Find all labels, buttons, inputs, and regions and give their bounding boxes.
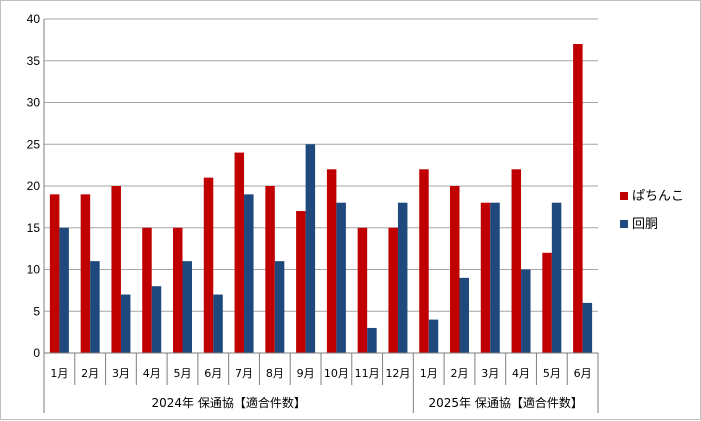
- y-tick-label: 40: [27, 12, 41, 26]
- bar-pachinko: [542, 252, 552, 353]
- bar-kaido: [59, 227, 69, 353]
- bar-kaido: [120, 294, 131, 353]
- bar-kaido: [490, 202, 500, 353]
- bar-kaido: [213, 294, 223, 353]
- x-category-label: 8月: [266, 367, 284, 380]
- bar-pachinko: [573, 44, 583, 354]
- bar-kaido: [244, 194, 254, 353]
- x-category-label: 1月: [420, 367, 438, 380]
- x-category-label: 5月: [543, 367, 561, 380]
- x-category-label: 2月: [451, 367, 469, 380]
- x-category-label: 9月: [297, 367, 315, 380]
- bar-kaido: [428, 319, 439, 353]
- x-category-label: 5月: [174, 367, 192, 380]
- y-tick-label: 15: [27, 221, 41, 235]
- y-tick-label: 30: [27, 96, 41, 110]
- x-category-label: 3月: [112, 367, 130, 380]
- bar-pachinko: [80, 194, 91, 353]
- legend-swatch: [620, 220, 628, 228]
- bar-pachinko: [49, 194, 60, 353]
- bar-pachinko: [357, 227, 368, 353]
- x-group-label: 2024年 保通協【適合件数】: [151, 395, 305, 410]
- x-category-label: 10月: [324, 367, 349, 380]
- y-tick-label: 35: [27, 54, 41, 68]
- bar-pachinko: [296, 211, 306, 353]
- y-axis-ticks: 0 5 10 15 20 25 30 35 40: [27, 12, 41, 360]
- x-category-label: 12月: [385, 367, 410, 380]
- bar-kaido: [151, 286, 162, 353]
- bar-pachinko: [419, 169, 429, 353]
- gridlines: [43, 18, 598, 354]
- legend-swatch: [620, 192, 628, 200]
- bar-kaido: [182, 261, 192, 353]
- bar-kaido: [274, 261, 285, 353]
- x-category-label: 3月: [481, 367, 499, 380]
- bar-pachinko: [234, 152, 245, 353]
- x-category-label: 11月: [355, 367, 380, 380]
- legend-label: ぱちんこ: [632, 189, 684, 204]
- x-category-label: 7月: [235, 367, 253, 380]
- bar-pachinko: [203, 177, 214, 353]
- bar-pachinko: [265, 186, 275, 353]
- bars: [49, 44, 593, 354]
- legend-label: 回胴: [632, 217, 658, 232]
- x-category-label: 6月: [204, 367, 222, 380]
- x-axis: 1月 2月 3月 4月 5月 6月 7月 8月 9月 10月 11月 12月 1月 2月 3月 4月 5月 6月 2…: [43, 352, 599, 413]
- bar-pachinko: [142, 227, 152, 353]
- bar-kaido: [336, 202, 346, 353]
- bar-pachinko: [511, 169, 522, 353]
- bar-kaido: [305, 144, 316, 353]
- bar-kaido: [397, 202, 408, 353]
- bar-pachinko: [388, 227, 398, 353]
- bar-pachinko: [450, 186, 460, 353]
- y-tick-label: 0: [33, 346, 40, 360]
- x-category-label: 6月: [574, 367, 592, 380]
- bar-pachinko: [111, 186, 121, 353]
- bar-kaido: [90, 261, 100, 353]
- y-tick-label: 10: [27, 263, 41, 277]
- y-tick-label: 25: [27, 137, 41, 151]
- x-category-label: 4月: [143, 367, 161, 380]
- bar-pachinko: [173, 227, 183, 353]
- bar-kaido: [459, 277, 469, 353]
- bar-kaido: [367, 327, 377, 353]
- bar-kaido: [551, 202, 562, 353]
- y-tick-label: 20: [27, 179, 41, 193]
- bar-pachinko: [326, 169, 337, 353]
- bar-kaido: [521, 269, 531, 353]
- x-group-label: 2025年 保通協【適合件数】: [428, 395, 582, 410]
- y-tick-label: 5: [33, 304, 40, 318]
- bar-kaido: [582, 302, 593, 353]
- x-category-label: 2月: [81, 367, 99, 380]
- x-category-label: 1月: [50, 367, 68, 380]
- x-category-label: 4月: [512, 367, 530, 380]
- bar-pachinko: [480, 202, 491, 353]
